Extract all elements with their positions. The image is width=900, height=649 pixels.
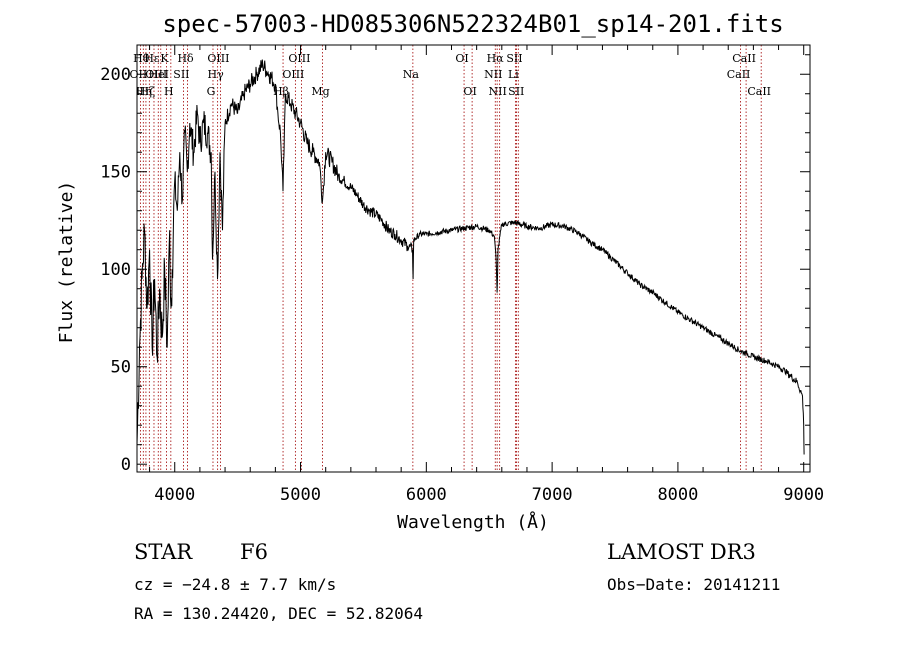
line-labels: OIIHθHηHζHεOIIIHeIKHSIIHδGHγOIIIHβOIIIOI… — [130, 52, 771, 98]
line-label: OIII — [282, 68, 304, 81]
line-label: CaII — [732, 52, 756, 65]
line-label: CaII — [727, 68, 751, 81]
chart-title: spec-57003-HD085306N522324B01_sp14-201.f… — [162, 10, 783, 38]
line-label: G — [207, 85, 216, 98]
line-label: Hδ — [177, 52, 194, 65]
coordinates: RA = 130.24420, DEC = 52.82064 — [134, 604, 423, 623]
line-label: OIII — [288, 52, 310, 65]
x-tick-label: 4000 — [154, 485, 195, 505]
line-label: NII — [489, 85, 507, 98]
line-label: SII — [173, 68, 189, 81]
line-label: Li — [508, 68, 519, 81]
y-axis: 0 50 100 150 200 — [100, 54, 810, 475]
y-tick-label: 200 — [100, 65, 131, 85]
y-tick-label: 50 — [111, 358, 131, 378]
plot-frame — [136, 44, 811, 473]
line-label: Hε — [144, 52, 160, 65]
line-label: Hζ — [140, 85, 156, 98]
line-label: Mg — [311, 85, 329, 98]
line-label: SII — [506, 52, 522, 65]
x-tick-label: 5000 — [280, 485, 321, 505]
object-class: STAR — [134, 540, 193, 564]
line-label: OI — [455, 52, 468, 65]
x-tick-label: 9000 — [783, 485, 824, 505]
line-label: OIII — [145, 68, 167, 81]
x-axis: 4000 5000 6000 7000 8000 9000 — [149, 45, 824, 505]
spectral-subclass: F6 — [240, 540, 268, 564]
line-label: OIII — [207, 52, 229, 65]
spectrum-plot: OIIHθHηHζHεOIIIHeIKHSIIHδGHγOIIIHβOIIIOI… — [56, 10, 824, 533]
line-label: Hγ — [208, 68, 225, 81]
spectrum-line — [136, 59, 805, 455]
redshift-cz: cz = −24.8 ± 7.7 km/s — [134, 575, 337, 594]
line-label: CaII — [747, 85, 771, 98]
line-label: SII — [508, 85, 524, 98]
line-label: Hα — [487, 52, 505, 65]
line-label: HeI — [149, 68, 169, 81]
line-label: NII — [484, 68, 502, 81]
line-label: OI — [463, 85, 476, 98]
y-tick-label: 100 — [100, 260, 131, 280]
line-label: H — [164, 85, 174, 98]
line-label: Na — [403, 68, 420, 81]
y-tick-label: 150 — [100, 163, 131, 183]
x-tick-label: 6000 — [406, 485, 447, 505]
y-tick-label: 0 — [121, 455, 131, 475]
observation-date: Obs−Date: 20141211 — [607, 575, 781, 594]
x-tick-label: 7000 — [532, 485, 573, 505]
y-axis-label: Flux (relative) — [56, 181, 77, 344]
survey-name: LAMOST DR3 — [607, 540, 756, 564]
line-label: Hη — [136, 85, 152, 98]
line-label: K — [160, 52, 169, 65]
x-tick-label: 8000 — [657, 485, 698, 505]
x-axis-label: Wavelength (Å) — [397, 511, 549, 533]
